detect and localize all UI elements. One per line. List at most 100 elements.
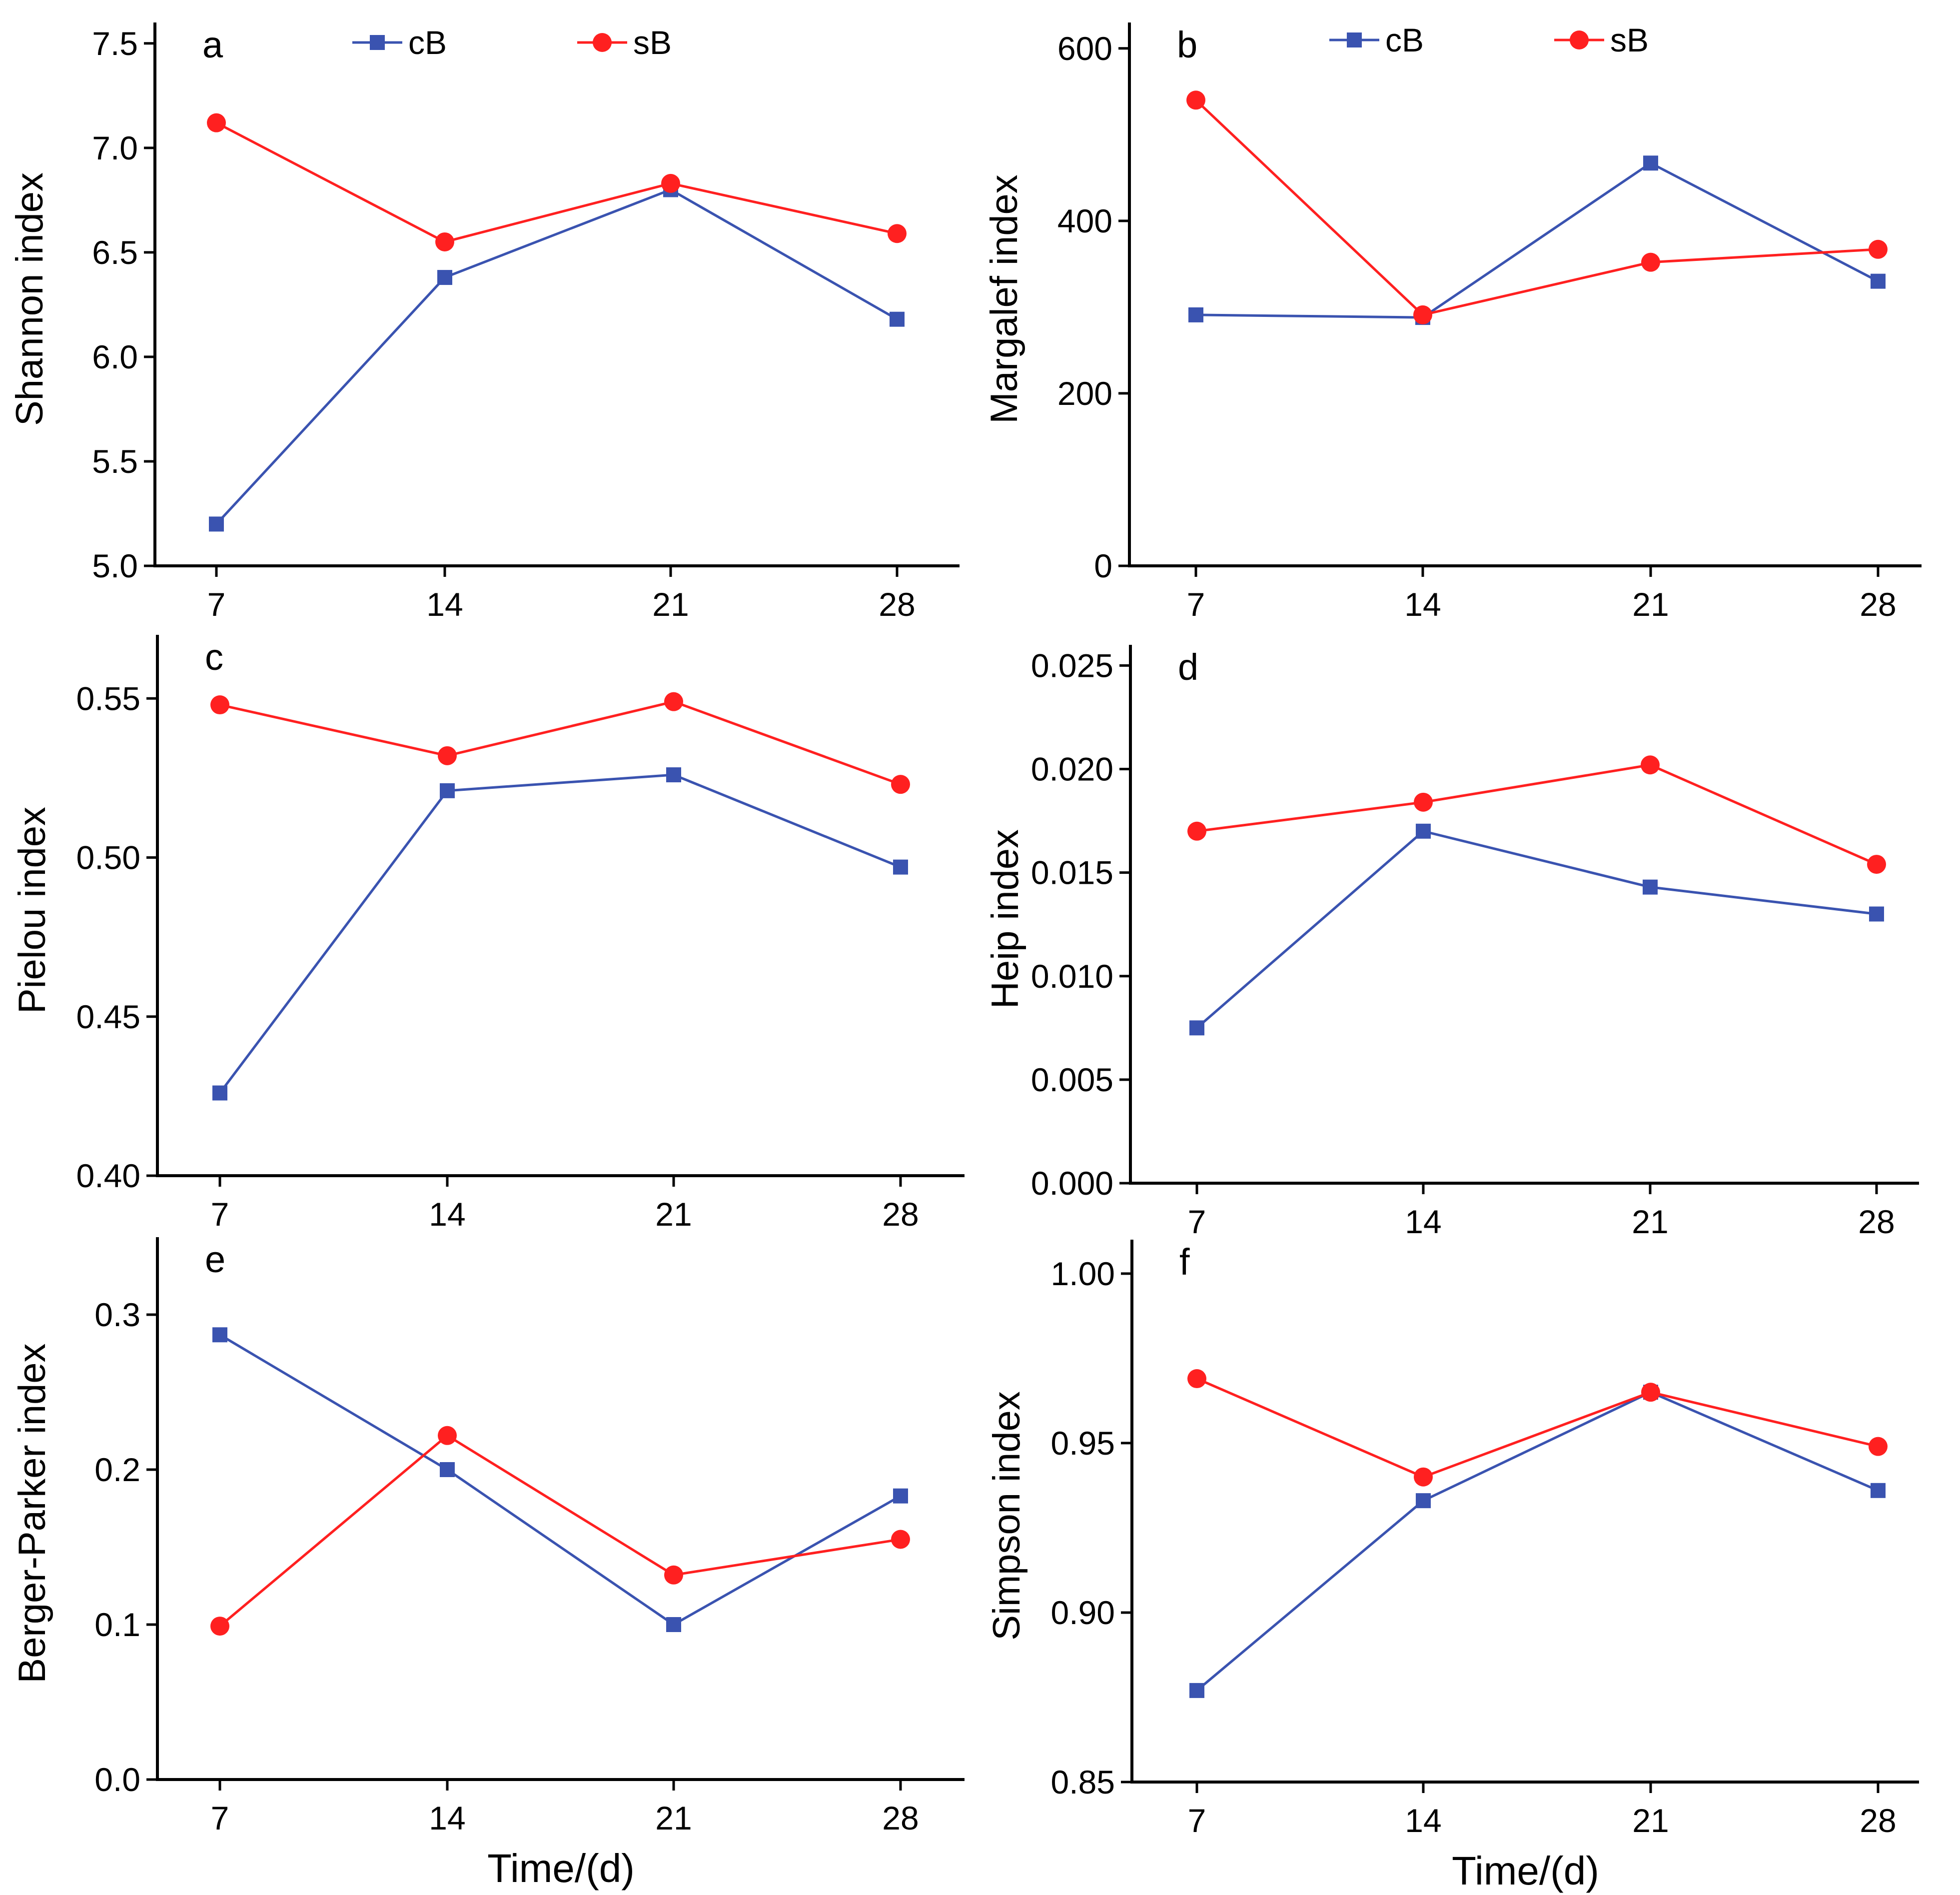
series-cB	[1189, 1385, 1886, 1698]
data-point-cB	[1871, 273, 1886, 289]
panel-a: 5.0 5.5 6.0 6.5 7.0 7.5 7 14 21 28 Shannon index a c…	[8, 22, 960, 623]
x-tick-label: 21	[655, 1196, 692, 1233]
data-point-cB	[437, 270, 452, 285]
x-tick-label: 7	[1187, 586, 1205, 623]
y-tick-label: 0.0	[94, 1761, 140, 1798]
data-point-cB	[1871, 1483, 1886, 1498]
data-point-sB	[1869, 1437, 1888, 1456]
x-tick-label: 21	[1632, 1203, 1668, 1240]
legend: cB sB	[352, 24, 672, 61]
data-point-cB	[1869, 906, 1884, 922]
data-point-sB	[1869, 239, 1888, 259]
y-tick-label: 6.0	[92, 338, 138, 375]
panel-letter: d	[1178, 646, 1198, 688]
data-point-sB	[1641, 1383, 1660, 1402]
data-point-sB	[438, 746, 457, 765]
y-tick-label: 6.5	[92, 234, 138, 271]
data-point-sB	[1413, 305, 1432, 324]
y-tick-label: 0.3	[94, 1296, 140, 1333]
y-tick-label: 0.50	[76, 839, 140, 876]
x-tick-label: 21	[652, 586, 689, 623]
y-tick-label: 1.00	[1051, 1255, 1115, 1292]
legend-item-cB: cB	[352, 24, 447, 61]
legend-marker	[593, 33, 612, 52]
x-tick-label: 28	[1860, 1802, 1896, 1839]
series-cB	[212, 1327, 908, 1632]
y-axis-title: Margalef index	[983, 174, 1025, 424]
legend-marker	[1570, 30, 1589, 49]
y-tick-label: 0.55	[76, 680, 140, 717]
y-tick-label: 600	[1057, 30, 1112, 67]
data-point-sB	[1641, 252, 1660, 272]
data-point-sB	[664, 692, 683, 711]
x-tick-label: 28	[1860, 586, 1896, 623]
series-line-sB	[1196, 1377, 1879, 1479]
y-tick-label: 7.5	[92, 25, 138, 62]
data-point-sB	[888, 224, 907, 243]
y-tick-label: 0.005	[1031, 1061, 1113, 1098]
data-point-sB	[1187, 1369, 1206, 1389]
x-tick-label: 7	[1188, 1802, 1206, 1839]
y-tick-label: 7.0	[92, 129, 138, 166]
y-tick-label: 200	[1057, 375, 1112, 412]
data-point-cB	[1189, 1683, 1204, 1698]
panel-letter: b	[1177, 24, 1197, 65]
x-axis-title: Time/(d)	[1452, 1849, 1599, 1893]
data-point-sB	[1186, 90, 1205, 110]
panel-letter: c	[205, 636, 223, 678]
panel-e: 0.0 0.1 0.2 0.3 7 14 21 28 Berger-Parker index e T…	[11, 1237, 965, 1891]
panel-letter: a	[202, 24, 223, 65]
data-point-cB	[666, 1617, 681, 1632]
data-point-sB	[207, 113, 226, 132]
legend-marker	[1347, 32, 1362, 47]
data-point-sB	[210, 695, 229, 715]
series-line-sB	[219, 700, 901, 786]
panel-d: 0.000 0.005 0.010 0.015 0.020 0.025 7 14 21 28 Hei…	[984, 645, 1919, 1240]
y-tick-label: 0.015	[1031, 854, 1113, 891]
x-tick-label: 14	[426, 586, 463, 623]
series-sB	[1187, 1369, 1888, 1487]
x-tick-label: 14	[429, 1196, 465, 1233]
panel-c: 0.40 0.45 0.50 0.55 7 14 21 28 Pielou index c	[11, 635, 965, 1233]
y-tick-label: 0.000	[1031, 1165, 1113, 1202]
y-tick-label: 5.5	[92, 443, 138, 480]
legend-label: cB	[1385, 21, 1424, 58]
y-tick-label: 0.95	[1051, 1425, 1115, 1462]
legend-label: sB	[633, 24, 672, 61]
series-line-cB	[1195, 161, 1879, 319]
series-line-sB	[215, 121, 898, 243]
data-point-cB	[1643, 879, 1658, 895]
x-tick-label: 7	[211, 1800, 229, 1837]
y-tick-label: 0.1	[94, 1606, 140, 1643]
series-sB	[1186, 90, 1888, 324]
data-point-cB	[890, 311, 905, 327]
y-tick-label: 0.025	[1031, 647, 1113, 684]
data-point-cB	[666, 767, 681, 783]
data-point-cB	[209, 516, 224, 532]
data-point-cB	[893, 1488, 908, 1504]
data-point-cB	[1189, 1020, 1204, 1036]
x-tick-label: 14	[1405, 1802, 1441, 1839]
series-cB	[212, 767, 908, 1101]
data-point-sB	[210, 1617, 229, 1636]
x-tick-label: 7	[211, 1196, 229, 1233]
data-point-cB	[1188, 307, 1203, 322]
series-cB	[209, 182, 905, 532]
data-point-cB	[440, 1462, 455, 1477]
data-point-sB	[1414, 792, 1433, 812]
y-tick-label: 0.45	[76, 998, 140, 1035]
panel-letter: e	[205, 1239, 225, 1280]
y-tick-label: 0.2	[94, 1451, 140, 1488]
y-axis-title: Heip index	[984, 829, 1026, 1009]
y-axis-title: Berger-Parker index	[11, 1343, 53, 1683]
y-tick-label: 0.85	[1051, 1764, 1115, 1801]
y-axis-title: Shannon index	[8, 172, 51, 426]
y-tick-label: 0.40	[76, 1157, 140, 1194]
data-point-cB	[1416, 823, 1431, 839]
series-line-sB	[1195, 99, 1879, 316]
x-tick-label: 14	[1405, 1203, 1441, 1240]
series-line-cB	[1196, 1391, 1879, 1692]
y-tick-label: 0.020	[1031, 751, 1113, 788]
data-point-sB	[438, 1426, 457, 1445]
y-axis-title: Pielou index	[11, 807, 53, 1014]
